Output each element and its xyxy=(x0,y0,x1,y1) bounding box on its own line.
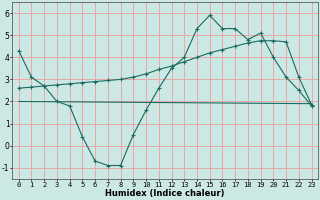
X-axis label: Humidex (Indice chaleur): Humidex (Indice chaleur) xyxy=(105,189,225,198)
